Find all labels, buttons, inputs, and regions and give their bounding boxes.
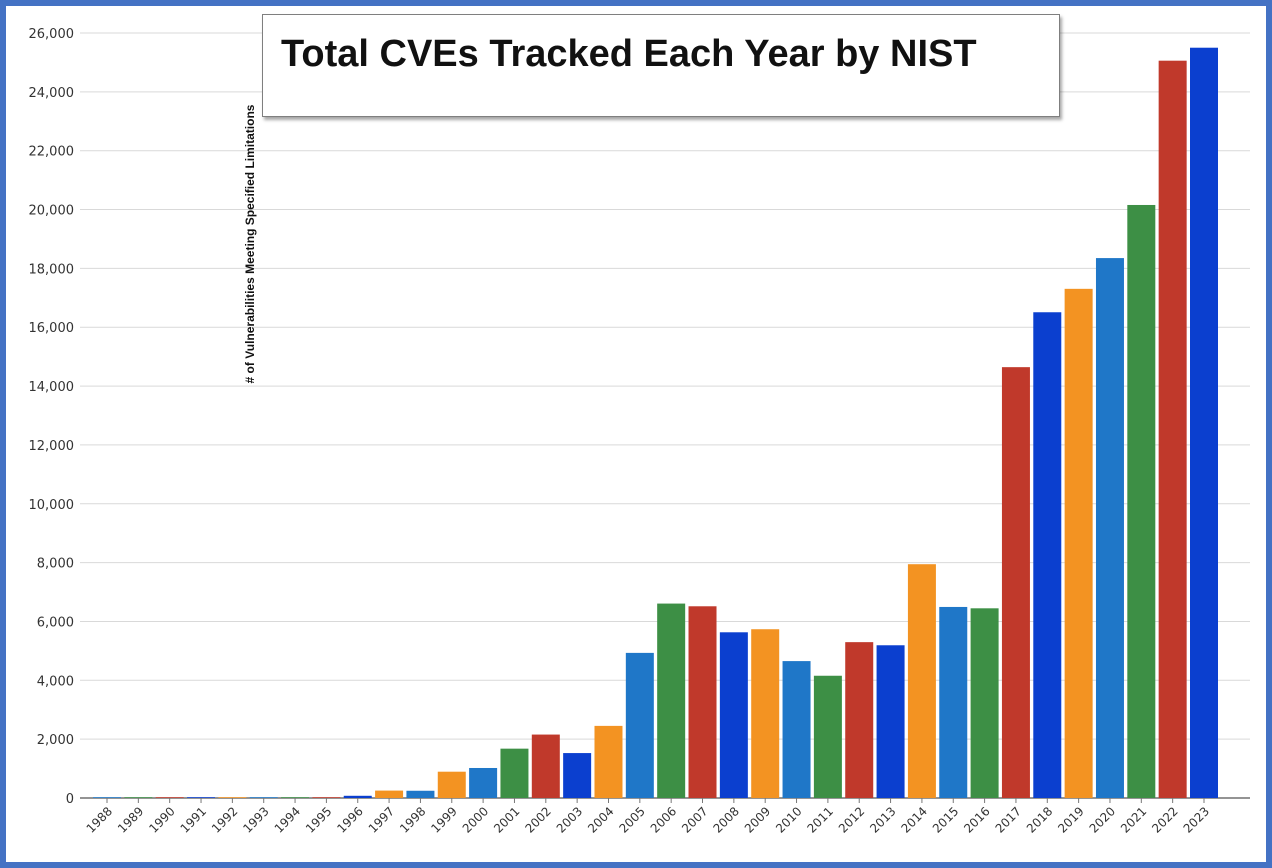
chart-title-box: Total CVEs Tracked Each Year by NIST (262, 14, 1060, 117)
bar-2000 (469, 767, 498, 798)
x-tick-label: 2011 (805, 804, 836, 835)
bar-1989 (124, 797, 153, 798)
y-tick-label: 14,000 (29, 380, 75, 395)
x-tick-label: 2004 (585, 804, 616, 835)
x-tick-label: 1993 (240, 804, 271, 835)
bar-1992 (218, 797, 247, 798)
x-tick-label: 1988 (84, 804, 115, 835)
bar-2022 (1158, 60, 1187, 798)
y-tick-label: 0 (66, 792, 74, 807)
bar-1998 (406, 790, 435, 798)
x-tick-label: 2021 (1118, 804, 1149, 835)
bar-1999 (437, 771, 466, 798)
y-tick-label: 22,000 (29, 145, 75, 160)
x-tick-label: 2017 (993, 804, 1024, 835)
y-tick-label: 4,000 (37, 674, 74, 689)
x-tick-label: 2020 (1087, 804, 1118, 835)
bar-2019 (1064, 288, 1093, 798)
bar-1997 (375, 790, 404, 798)
x-tick-label: 2012 (836, 804, 867, 835)
x-tick-label: 2014 (899, 804, 930, 835)
bar-2018 (1033, 312, 1062, 798)
x-tick-label: 2002 (522, 804, 553, 835)
bar-2021 (1127, 204, 1156, 798)
x-tick-label: 2023 (1181, 804, 1212, 835)
chart-title: Total CVEs Tracked Each Year by NIST (281, 33, 977, 75)
bar-2009 (751, 629, 780, 798)
bar-2017 (1001, 367, 1030, 798)
bar-2020 (1095, 258, 1124, 798)
x-tick-label: 2015 (930, 804, 961, 835)
bar-2013 (876, 645, 905, 798)
bar-2001 (500, 748, 529, 798)
bar-2006 (657, 603, 686, 798)
x-tick-label: 2010 (773, 804, 804, 835)
bar-2004 (594, 725, 623, 798)
bar-1995 (312, 797, 341, 798)
x-tick-label: 2018 (1024, 804, 1055, 835)
y-tick-label: 20,000 (29, 204, 75, 219)
x-tick-label: 2009 (742, 804, 773, 835)
bar-1994 (281, 797, 310, 798)
x-tick-label: 2003 (554, 804, 585, 835)
x-tick-label: 2007 (679, 804, 710, 835)
bar-1991 (187, 797, 216, 798)
x-tick-label: 1991 (178, 804, 209, 835)
y-tick-label: 16,000 (29, 321, 75, 336)
x-tick-label: 2022 (1149, 804, 1180, 835)
bar-2002 (531, 734, 560, 798)
y-axis-label: # of Vulnerabilities Meeting Specified L… (243, 104, 257, 384)
x-tick-label: 1992 (209, 804, 240, 835)
y-tick-label: 2,000 (37, 733, 74, 748)
bar-2014 (907, 564, 936, 798)
bar-1988 (93, 797, 121, 798)
bar-1993 (249, 797, 278, 798)
x-tick-label: 1996 (334, 804, 365, 835)
x-tick-label: 2019 (1055, 804, 1086, 835)
y-tick-label: 24,000 (29, 86, 75, 101)
x-tick-label: 1994 (272, 804, 303, 835)
x-tick-label: 1997 (366, 804, 397, 835)
bar-2007 (688, 606, 717, 798)
y-tick-label: 18,000 (29, 262, 75, 277)
bar-2015 (939, 606, 968, 798)
bar-2012 (845, 642, 874, 798)
bar-2005 (625, 652, 654, 798)
x-tick-label: 1989 (115, 804, 146, 835)
x-tick-label: 1998 (397, 804, 428, 835)
bar-1990 (155, 797, 184, 798)
y-tick-label: 10,000 (29, 498, 75, 513)
bar-2003 (563, 753, 592, 798)
x-tick-label: 2000 (460, 804, 491, 835)
y-tick-label: 26,000 (29, 27, 75, 42)
bar-2010 (782, 661, 811, 798)
bar-2008 (719, 632, 748, 798)
x-tick-label: 2008 (710, 804, 741, 835)
y-tick-label: 8,000 (37, 557, 74, 572)
x-tick-label: 1990 (146, 804, 177, 835)
bar-1996 (343, 795, 372, 798)
y-tick-label: 6,000 (37, 615, 74, 630)
x-tick-label: 2016 (961, 804, 992, 835)
x-tick-label: 2005 (616, 804, 647, 835)
bar-2011 (813, 675, 842, 798)
x-tick-label: 2001 (491, 804, 522, 835)
x-tick-label: 2013 (867, 804, 898, 835)
y-tick-label: 12,000 (29, 439, 75, 454)
bar-2023 (1190, 47, 1218, 798)
x-tick-label: 1999 (428, 804, 459, 835)
x-tick-label: 2006 (648, 804, 679, 835)
bar-2016 (970, 608, 999, 798)
x-tick-label: 1995 (303, 804, 334, 835)
